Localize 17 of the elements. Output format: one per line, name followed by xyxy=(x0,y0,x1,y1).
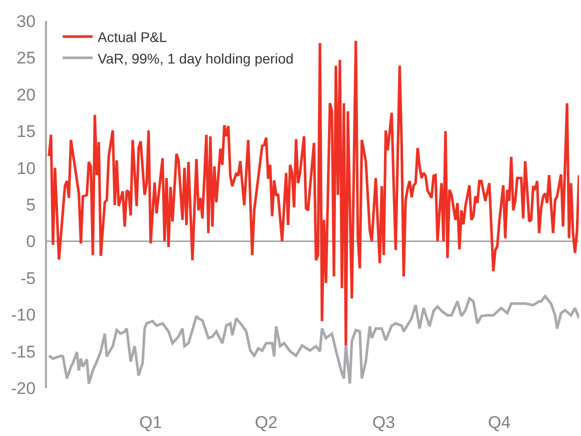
y-tick-label: 0 xyxy=(26,232,36,252)
y-tick-label: 10 xyxy=(16,158,36,178)
x-tick-label: Q1 xyxy=(139,413,162,432)
y-tick-label: -15 xyxy=(11,342,36,362)
legend-label: VaR, 99%, 1 day holding period xyxy=(98,50,294,66)
y-tick-label: -10 xyxy=(11,306,36,325)
x-tick-label: Q3 xyxy=(372,413,396,432)
y-tick-label: 25 xyxy=(16,48,36,68)
y-tick-label: -5 xyxy=(20,268,36,288)
x-tick-label: Q4 xyxy=(488,413,511,432)
x-tick-label: Q2 xyxy=(254,413,278,432)
legend-label: Actual P&L xyxy=(98,29,168,46)
y-tick-label: 20 xyxy=(16,85,36,104)
y-tick-label: -20 xyxy=(11,378,36,398)
y-tick-label: 30 xyxy=(16,12,36,31)
y-tick-label: 5 xyxy=(26,195,36,214)
y-tick-label: 15 xyxy=(16,122,36,142)
